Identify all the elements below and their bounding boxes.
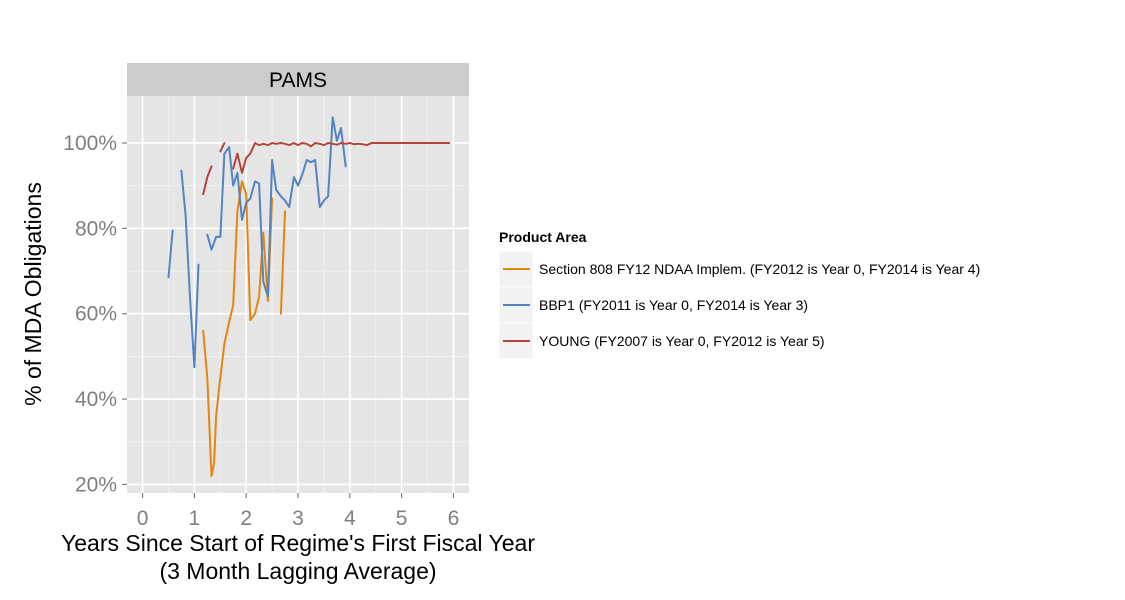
series-line-2 — [167, 229, 174, 279]
x-axis-title-line2: (3 Month Lagging Average) — [159, 558, 436, 584]
x-tick-label: 1 — [189, 507, 201, 530]
y-tick-label: 80% — [75, 217, 117, 240]
x-tick-label: 3 — [292, 507, 304, 530]
facet-title: PAMS — [269, 69, 327, 92]
series-line-1 — [202, 180, 274, 477]
y-tick-label: 100% — [63, 132, 117, 155]
y-axis: 20% 40% 60% 80% 100% — [63, 132, 127, 496]
legend-label: YOUNG (FY2007 is Year 0, FY2012 is Year … — [539, 333, 825, 349]
x-tick-label: 2 — [240, 507, 252, 530]
x-axis: 0 1 2 3 4 5 6 — [137, 493, 460, 530]
y-tick-label: 20% — [75, 473, 117, 496]
x-tick-label: 5 — [396, 507, 408, 530]
x-tick-label: 4 — [344, 507, 356, 530]
y-axis-title: % of MDA Obligations — [20, 182, 46, 406]
x-axis-title-line1: Years Since Start of Regime's First Fisc… — [61, 530, 535, 556]
series-line-2 — [206, 116, 347, 298]
legend-label: Section 808 FY12 NDAA Implem. (FY2012 is… — [539, 261, 980, 277]
series-line-3 — [219, 142, 226, 153]
major-gridlines — [127, 96, 469, 493]
legend-items: Section 808 FY12 NDAA Implem. (FY2012 is… — [498, 250, 980, 360]
x-tick-label: 0 — [137, 507, 149, 530]
legend-label: BBP1 (FY2011 is Year 0, FY2014 is Year 3… — [539, 297, 808, 313]
legend: Product Area Section 808 FY12 NDAA Imple… — [498, 229, 980, 360]
series-line-3 — [202, 165, 213, 196]
y-tick-label: 40% — [75, 388, 117, 411]
legend-title: Product Area — [499, 229, 587, 245]
facet-strip — [127, 63, 469, 96]
y-tick-label: 60% — [75, 303, 117, 326]
series-line-1 — [279, 210, 286, 315]
series-line-2 — [180, 169, 200, 369]
x-tick-label: 6 — [448, 507, 460, 530]
series-line-3 — [232, 142, 451, 174]
series-lines — [167, 116, 451, 477]
